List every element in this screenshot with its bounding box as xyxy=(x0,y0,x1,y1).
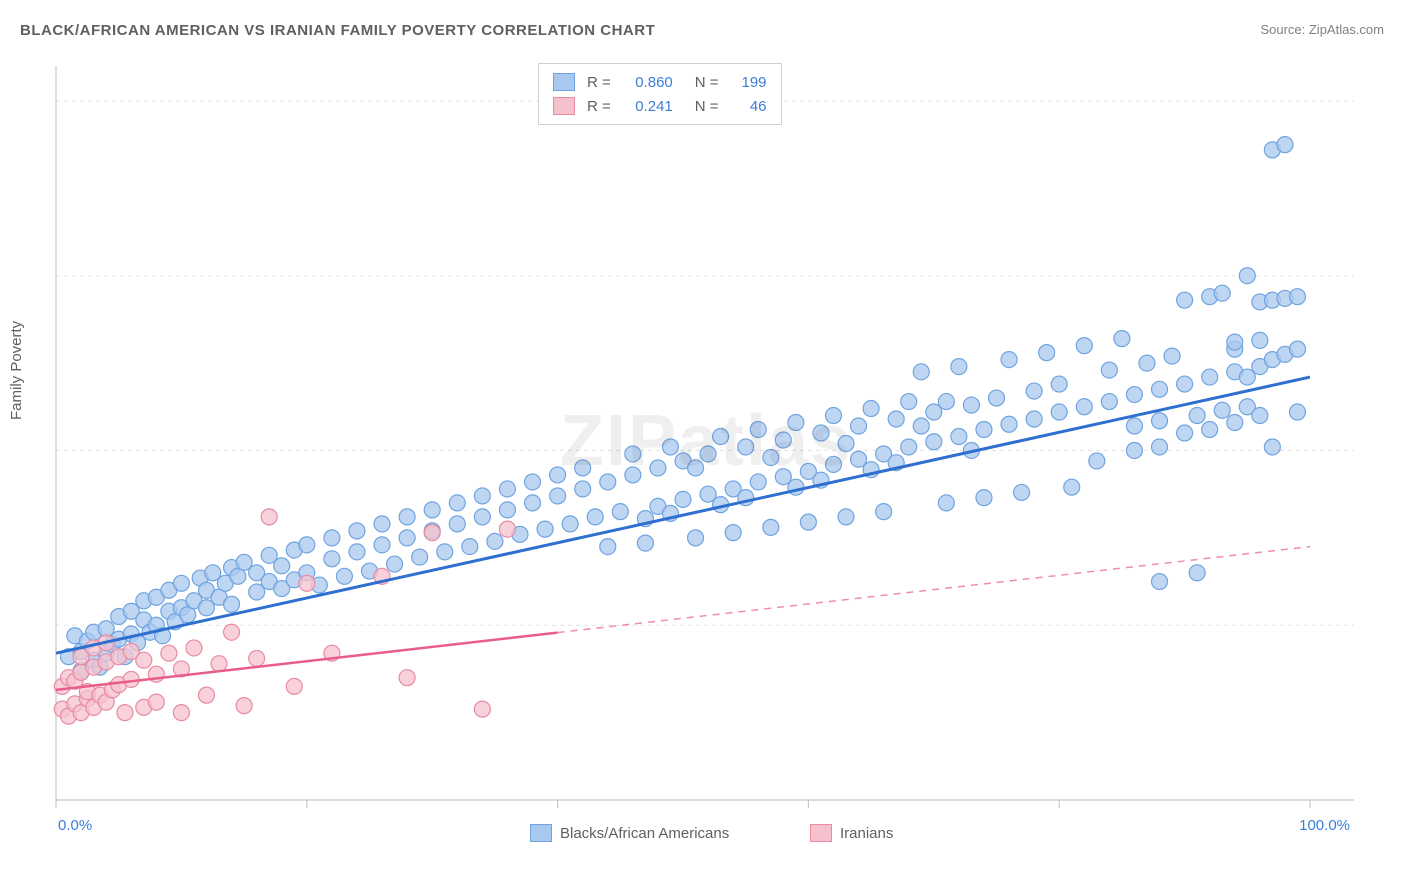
y-axis-label: Family Poverty xyxy=(8,321,25,420)
source-attribution: Source: ZipAtlas.com xyxy=(1260,22,1384,37)
source-prefix: Source: xyxy=(1260,22,1308,37)
legend-swatch xyxy=(553,97,575,115)
svg-text:0.0%: 0.0% xyxy=(58,817,92,834)
legend-swatch xyxy=(553,73,575,91)
chart-title: BLACK/AFRICAN AMERICAN VS IRANIAN FAMILY… xyxy=(20,22,655,39)
source-link[interactable]: ZipAtlas.com xyxy=(1309,22,1384,37)
legend-row: R =0.860N =199 xyxy=(553,70,767,94)
legend-row: R =0.241N =46 xyxy=(553,94,767,118)
legend-swatch xyxy=(810,824,832,842)
series-legend-item: Blacks/African Americans xyxy=(530,824,729,842)
svg-text:100.0%: 100.0% xyxy=(1299,817,1350,834)
correlation-legend: R =0.860N =199R =0.241N =46 xyxy=(538,63,782,125)
legend-swatch xyxy=(530,824,552,842)
scatter-chart: 10.0%20.0%30.0%40.0%0.0%100.0% xyxy=(48,48,1358,838)
series-legend-item: Iranians xyxy=(810,824,893,842)
